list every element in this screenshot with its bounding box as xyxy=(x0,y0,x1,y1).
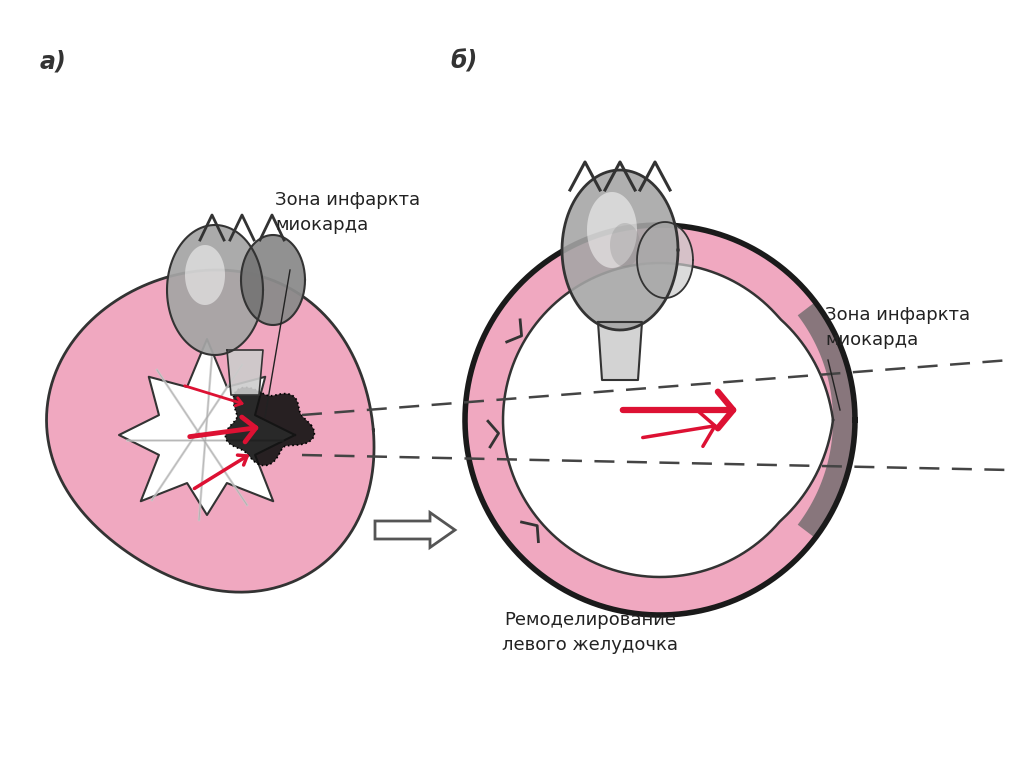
Polygon shape xyxy=(562,170,678,330)
Text: а): а) xyxy=(40,49,67,73)
Text: Зона инфаркта
миокарда: Зона инфаркта миокарда xyxy=(825,306,970,349)
Text: Зона инфаркта
миокарда: Зона инфаркта миокарда xyxy=(275,191,420,234)
Polygon shape xyxy=(119,339,295,515)
Text: б): б) xyxy=(450,49,477,73)
Text: Ремоделирование
левого желудочка: Ремоделирование левого желудочка xyxy=(502,611,678,654)
Polygon shape xyxy=(225,387,314,465)
Polygon shape xyxy=(562,170,678,330)
Polygon shape xyxy=(503,263,833,577)
Polygon shape xyxy=(227,350,263,395)
Polygon shape xyxy=(798,302,855,538)
Polygon shape xyxy=(185,245,225,305)
Polygon shape xyxy=(610,223,640,267)
Polygon shape xyxy=(465,225,855,615)
Polygon shape xyxy=(587,192,637,268)
Polygon shape xyxy=(598,322,642,380)
Polygon shape xyxy=(167,225,263,355)
FancyArrow shape xyxy=(375,512,455,548)
Polygon shape xyxy=(241,235,305,325)
Polygon shape xyxy=(46,270,374,592)
Polygon shape xyxy=(637,222,693,298)
Polygon shape xyxy=(241,235,305,325)
Polygon shape xyxy=(167,225,263,355)
